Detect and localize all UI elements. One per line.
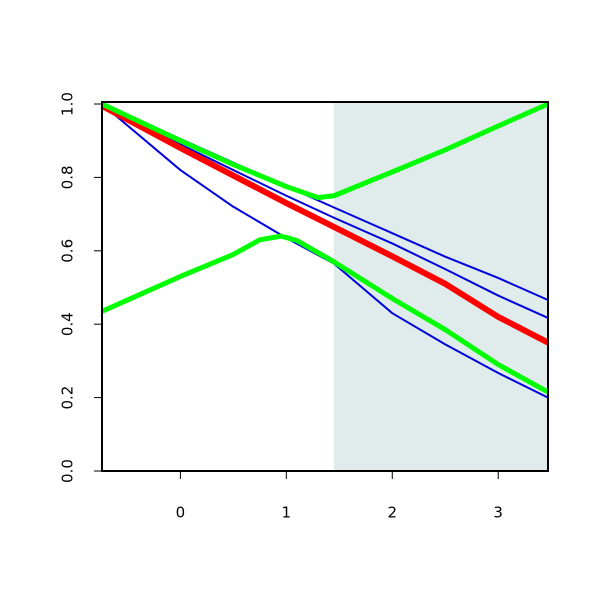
y-tick-label: 0.0 xyxy=(59,459,77,483)
y-tick-label: 1.0 xyxy=(59,92,77,116)
x-tick-label: 2 xyxy=(387,504,397,522)
y-tick-label: 0.6 xyxy=(59,239,77,263)
x-tick-label: 0 xyxy=(176,504,186,522)
x-tick-label: 1 xyxy=(282,504,292,522)
plot-frame xyxy=(101,101,549,472)
data-line xyxy=(101,103,549,319)
data-line xyxy=(100,233,550,395)
y-tick-label: 0.2 xyxy=(59,386,77,410)
y-tick-label: 0.8 xyxy=(59,165,77,189)
x-tick-label: 3 xyxy=(493,504,503,522)
data-line xyxy=(100,101,550,201)
y-tick-label: 0.4 xyxy=(59,312,77,336)
data-line xyxy=(100,103,550,346)
